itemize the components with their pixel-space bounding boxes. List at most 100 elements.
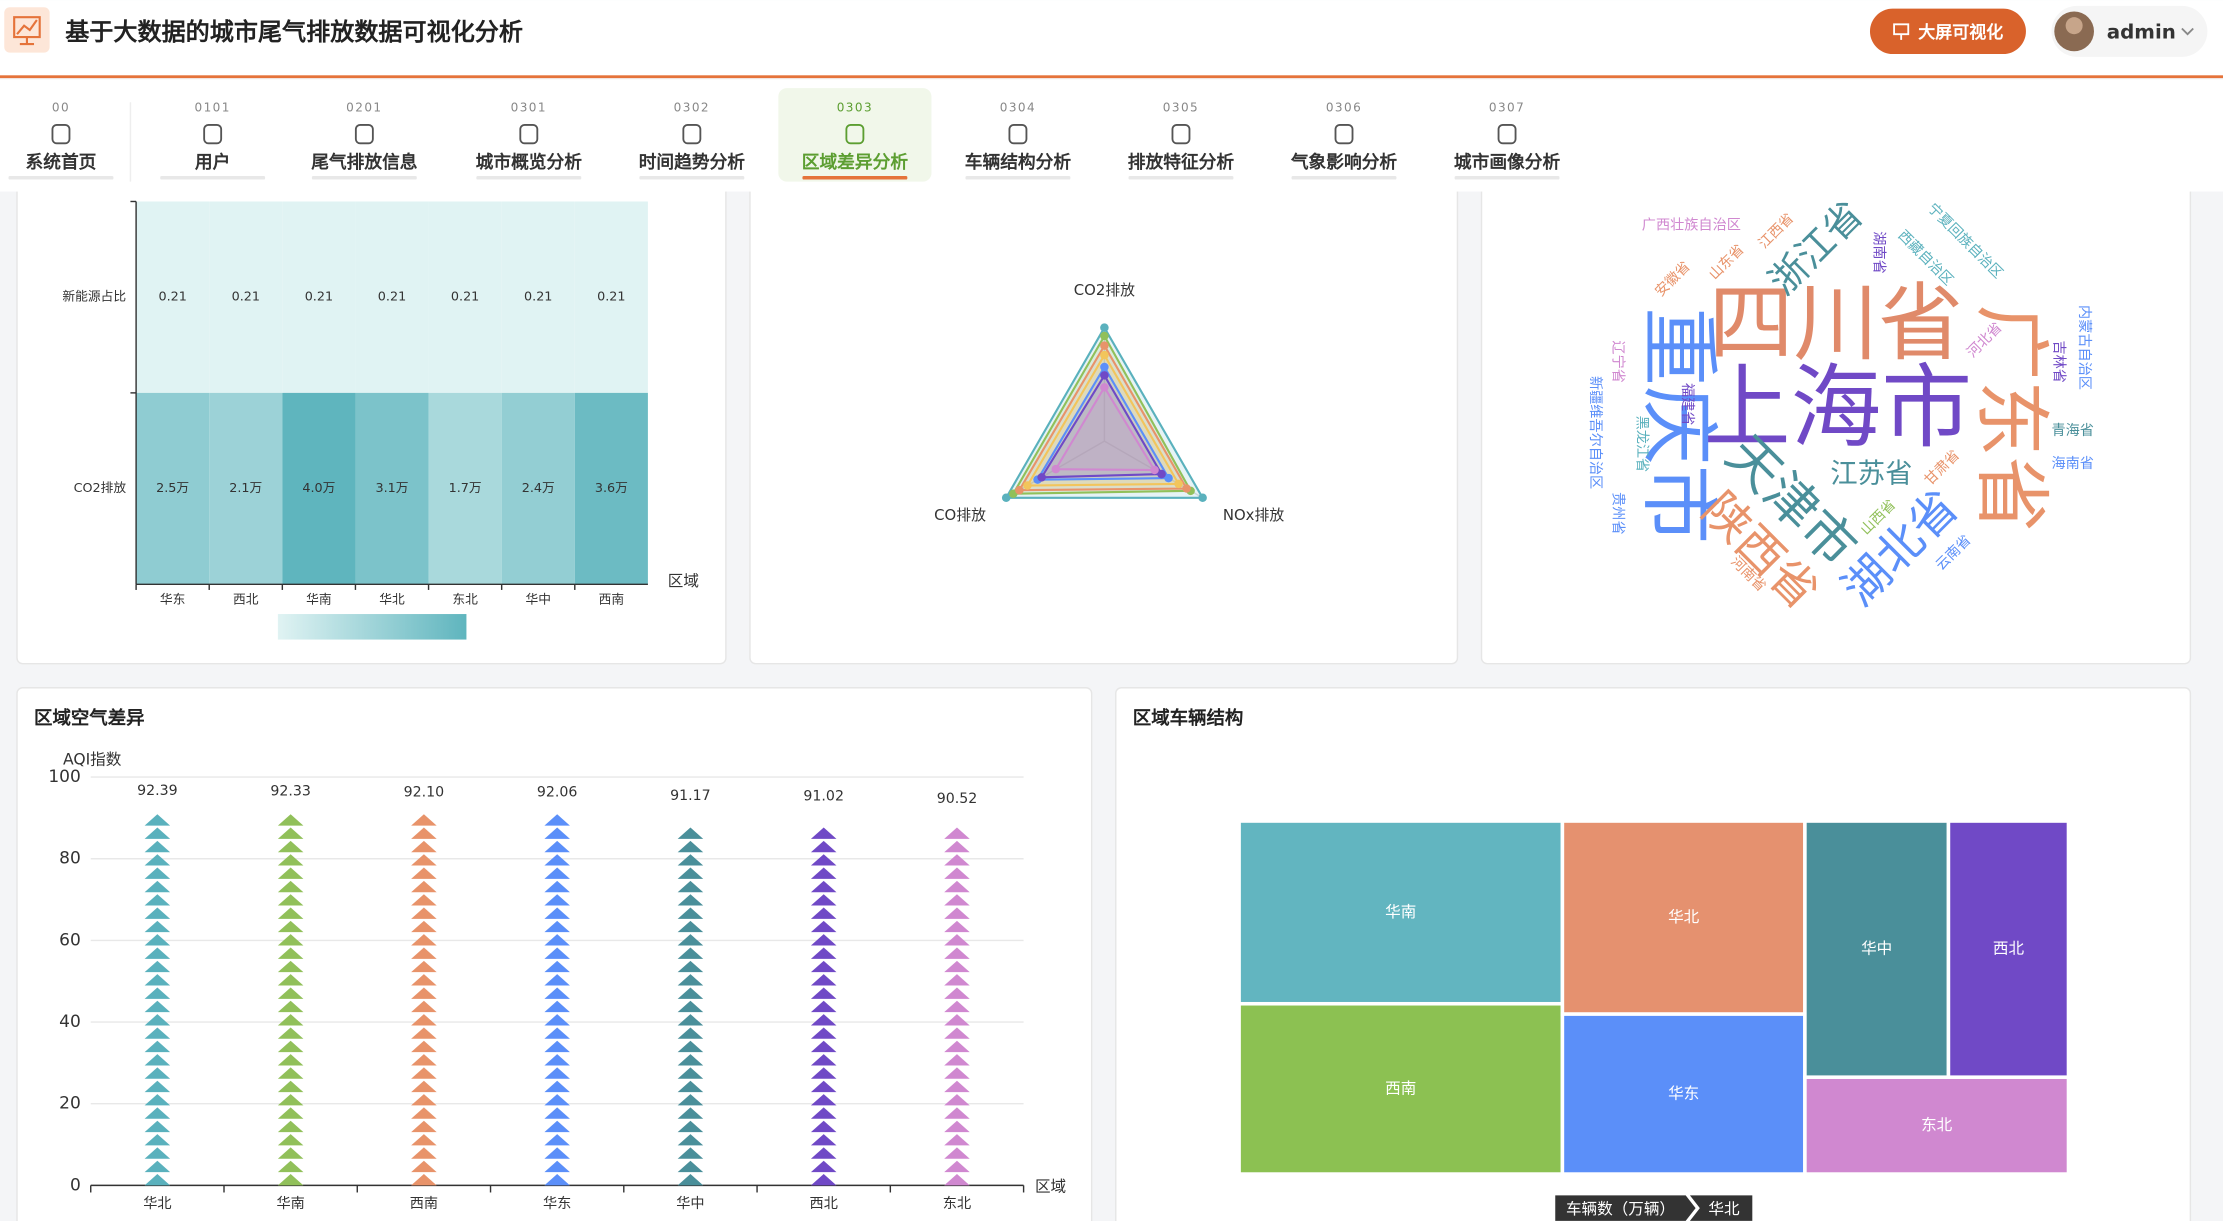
row-label: 新能源占比 — [62, 289, 126, 305]
nav-label[interactable]: 排放特征分析 — [1128, 151, 1235, 173]
nav-label[interactable]: 区域差异分析 — [802, 151, 909, 173]
nav-icon — [682, 124, 702, 145]
radar-point — [1100, 341, 1109, 350]
nav-icon — [845, 124, 865, 145]
nav-label[interactable]: 尾气排放信息 — [311, 151, 418, 173]
radar-area — [1011, 333, 1193, 495]
x-tick-label: 西南 — [410, 1196, 438, 1212]
radar-point — [1100, 323, 1109, 332]
visual-map[interactable] — [277, 614, 467, 640]
treemap-label: 西北 — [1993, 940, 2025, 958]
word: 吉林省 — [2051, 340, 2067, 382]
treemap-cell[interactable] — [1803, 1075, 2071, 1176]
radar-point — [1015, 485, 1024, 495]
x-tick-label: 华中 — [525, 592, 551, 607]
nav-code[interactable]: 0201 — [346, 100, 382, 114]
heat-cell — [428, 201, 502, 393]
nav-label[interactable]: 车辆结构分析 — [965, 151, 1072, 173]
nav-label[interactable]: 用户 — [195, 151, 230, 173]
screen-button[interactable] — [1869, 8, 2026, 55]
word: 广东省 — [1967, 304, 2056, 532]
nav-code[interactable]: 0101 — [194, 100, 230, 114]
header: 基于大数据的城市尾气排放数据可视化分析 大屏可视化 admin — [0, 0, 2223, 79]
logo — [4, 7, 50, 53]
word: 内蒙古自治区 — [2076, 305, 2092, 390]
nav-label[interactable]: 城市概览分析 — [476, 151, 583, 173]
x-tick-label: 华东 — [160, 592, 186, 607]
heat-cell — [501, 201, 575, 393]
word: 广西壮族自治区 — [1642, 218, 1741, 234]
nav-code[interactable]: 0302 — [674, 100, 710, 114]
cell-label: 3.1万 — [375, 481, 408, 496]
heat-cell — [355, 392, 429, 585]
nav-label[interactable]: 系统首页 — [26, 151, 97, 173]
radar-point — [1100, 371, 1109, 380]
user-menu[interactable] — [2051, 5, 2208, 57]
treemap-cell[interactable] — [1560, 819, 1807, 1016]
nav-code[interactable]: 00 — [52, 100, 70, 114]
cell-label: 2.1万 — [229, 481, 262, 496]
nav-icon — [519, 124, 539, 145]
breadcrumb[interactable] — [1689, 1195, 1753, 1221]
treemap-label: 华东 — [1668, 1085, 1699, 1103]
nav-code[interactable]: 0307 — [1489, 100, 1525, 114]
screen-button-label[interactable]: 大屏可视化 — [1918, 22, 2003, 43]
heat-cell — [209, 201, 283, 393]
radar-point — [1037, 473, 1046, 482]
nav-code[interactable]: 0301 — [511, 100, 547, 114]
charts: 新能源占比 0.21 0.21 0.21 0.21 0.21 0.21 0.21 CO2排放 2.… — [34, 192, 2094, 1221]
nav-underline — [1454, 175, 1560, 180]
logo-icon — [13, 16, 41, 46]
treemap-cell[interactable] — [1803, 819, 1951, 1079]
bar-symbols — [411, 814, 437, 1186]
x-axis-name: 区域 — [1035, 1177, 1066, 1195]
x-tick-label: 东北 — [452, 592, 478, 607]
cell-label: 0.21 — [158, 290, 186, 305]
radar-point — [1100, 383, 1109, 392]
breadcrumb-root[interactable]: 车辆数（万辆） — [1566, 1200, 1675, 1218]
bar-symbols — [544, 814, 570, 1186]
cell-label: 0.21 — [524, 290, 552, 305]
radar-point — [1100, 362, 1109, 372]
cell-label: 0.21 — [232, 290, 260, 305]
nav-label[interactable]: 城市画像分析 — [1454, 151, 1561, 173]
breadcrumb-node[interactable]: 华北 — [1708, 1200, 1740, 1218]
cell-label: 4.0万 — [302, 481, 335, 496]
heat-cell — [282, 392, 356, 585]
cell-label: 0.21 — [305, 290, 333, 305]
cell-label: 0.21 — [597, 290, 625, 305]
heat-cell — [574, 201, 648, 393]
radar-point — [1150, 465, 1159, 475]
nav-underline — [8, 175, 114, 180]
treemap-label: 华北 — [1668, 908, 1700, 926]
x-axis-name: 区域 — [668, 572, 699, 590]
value-label: 92.39 — [137, 783, 178, 799]
nav-underline — [1128, 175, 1234, 180]
radar-area — [1053, 385, 1157, 472]
radar-point — [1157, 469, 1166, 479]
nav-code[interactable]: 0305 — [1163, 100, 1199, 114]
cell-label: 0.21 — [378, 290, 406, 305]
user-name[interactable]: admin — [2107, 20, 2176, 43]
row-label: CO2排放 — [74, 481, 127, 496]
nav-code[interactable]: 0304 — [1000, 100, 1036, 114]
x-tick-label: 西南 — [599, 591, 625, 607]
avatar-face — [2065, 17, 2083, 35]
treemap-cell[interactable] — [1560, 1012, 1807, 1176]
nav-icon — [1497, 124, 1517, 145]
nav-label[interactable]: 气象影响分析 — [1290, 151, 1398, 173]
nav-code[interactable]: 0303 — [837, 100, 873, 114]
x-tick-label: 华北 — [379, 592, 405, 607]
treemap-cell[interactable] — [1237, 1001, 1565, 1176]
nav-label[interactable]: 时间趋势分析 — [639, 151, 746, 173]
x-tick-label: 华东 — [543, 1196, 571, 1212]
radar-point — [1182, 484, 1191, 493]
cell-label: 2.4万 — [522, 481, 555, 496]
nav-code[interactable]: 0306 — [1326, 100, 1362, 114]
nav-icon — [1334, 124, 1354, 145]
radar-point — [1051, 464, 1061, 474]
breadcrumb[interactable] — [1555, 1195, 1696, 1221]
word: 江苏省 — [1830, 459, 1912, 490]
radar-point — [1023, 481, 1032, 490]
